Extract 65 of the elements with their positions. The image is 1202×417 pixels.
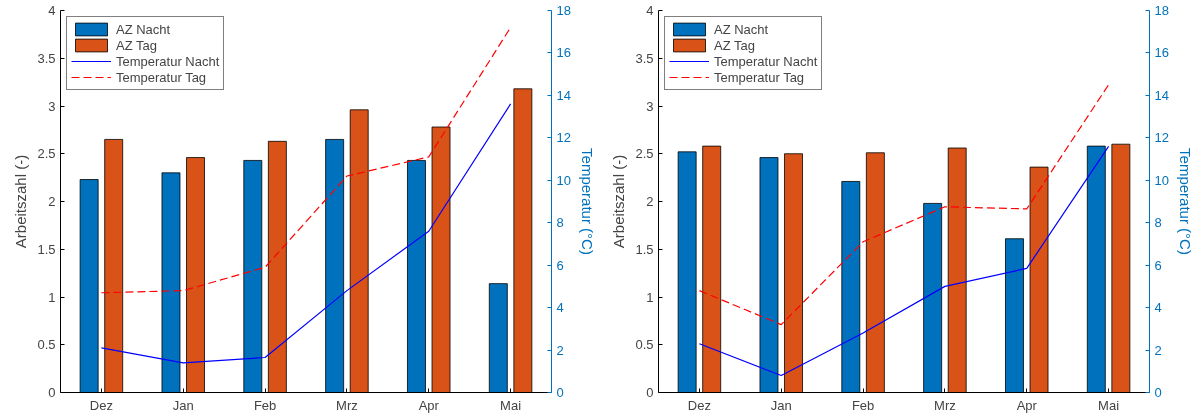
y2-tick-label: 18 [1154,3,1169,18]
x-tick-label: Dez [89,397,113,413]
y-tick-label: 0.5 [635,337,654,353]
legend-label: AZ Nacht [116,21,171,37]
line-series [100,103,512,364]
legend-label: AZ Tag [116,37,157,53]
line-series [698,145,1110,377]
y-tick-label: 2.5 [635,146,654,162]
y2-tick-label: 12 [1154,130,1169,146]
y-axis-title: Arbeitszahl (-) [12,154,30,249]
y2-tick-label: 12 [556,130,571,146]
y-tick-label: 0.5 [37,337,56,353]
y2-tick-label: 18 [556,3,571,18]
legend-label: Temperatur Tag [714,69,805,85]
legend-label: AZ Nacht [714,21,769,37]
y-tick-label: 2 [646,194,654,209]
y2-tick-label: 0 [556,385,564,400]
y2-axis-title: Temperatur (°C) [578,148,596,255]
y-tick-label: 3.5 [37,50,56,66]
legend-label: Temperatur Tag [116,69,207,85]
y2-tick-label: 8 [556,215,564,231]
x-tick-label: Mai [1098,397,1120,413]
line-series [698,84,1110,326]
y-tick-label: 0 [646,385,654,400]
y-tick-label: 1.5 [635,241,654,257]
y2-axis-title: Temperatur (°C) [1176,148,1194,255]
y2-tick-label: 14 [1154,87,1169,103]
y2-tick-label: 2 [1154,342,1162,358]
y2-tick-label: 16 [556,45,571,61]
x-tick-label: Mai [500,397,522,413]
y-tick-label: 2.5 [37,146,56,162]
y2-tick-label: 16 [1154,45,1169,61]
y2-tick-label: 10 [1154,172,1169,188]
x-tick-label: Jan [770,397,792,413]
y2-tick-label: 4 [556,300,564,316]
y2-tick-label: 14 [556,87,571,103]
y2-tick-label: 2 [556,342,564,358]
x-tick-label: Feb [253,397,277,413]
y-tick-label: 3 [646,98,654,114]
y2-tick-label: 10 [556,172,571,188]
y-axis-title: Arbeitszahl (-) [610,154,628,249]
x-tick-label: Dez [687,397,711,413]
x-tick-label: Apr [418,397,440,413]
x-tick-label: Mrz [336,397,358,413]
legend-label: Temperatur Nacht [714,53,818,69]
y-tick-label: 3 [48,98,56,114]
y-tick-label: 0 [48,385,56,400]
y-tick-label: 2 [48,194,56,209]
x-tick-label: Jan [172,397,194,413]
y2-tick-label: 0 [1154,385,1162,400]
y2-tick-label: 8 [1154,215,1162,231]
y-tick-label: 3.5 [635,50,654,66]
x-tick-label: Mrz [934,397,956,413]
y2-tick-label: 6 [556,257,564,273]
y-tick-label: 4 [48,3,56,18]
x-tick-label: Feb [851,397,875,413]
legend-label: AZ Tag [714,37,755,53]
y-tick-label: 1.5 [37,241,56,257]
y-tick-label: 1 [646,289,654,305]
x-tick-label: Apr [1016,397,1038,413]
y-tick-label: 4 [646,3,654,18]
y2-tick-label: 6 [1154,257,1162,273]
y2-tick-label: 4 [1154,300,1162,316]
legend-label: Temperatur Nacht [116,53,220,69]
y-tick-label: 1 [48,289,56,305]
